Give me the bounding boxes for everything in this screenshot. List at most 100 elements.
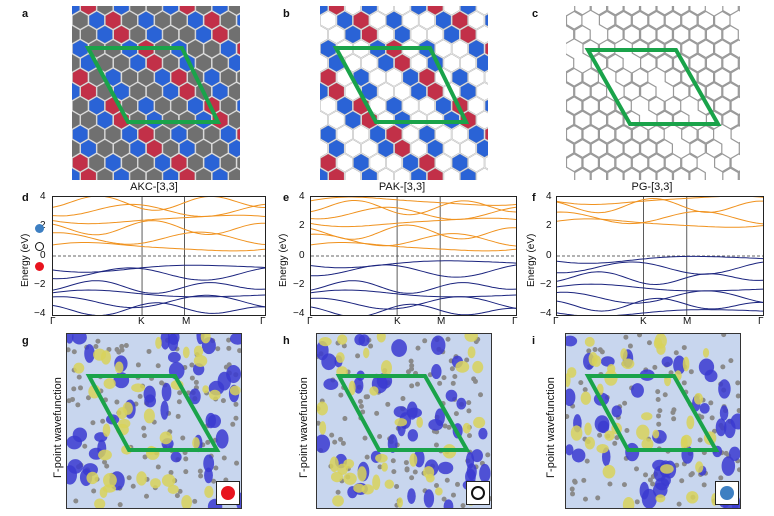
ytick-d-0: 0 [40,250,46,261]
marker-box-g [216,481,240,505]
lattice-hexagon [468,39,485,58]
lattice-hexagon [582,124,600,144]
wavefunction-lobe-negative [323,378,339,390]
lattice-hexagon [154,68,171,87]
atom [736,467,740,473]
lattice-hexagon [96,6,113,16]
wavefunction-lobe-positive [584,436,595,450]
lattice-hexagon [105,124,122,144]
lattice-hexagon [418,96,435,116]
atom [735,393,740,399]
lattice-hexagon [72,39,89,58]
lattice-hexagon [187,39,204,58]
lattice-hexagon [672,167,690,180]
lattice-hexagon [566,53,575,73]
lattice-hexagon [361,167,378,180]
wavefunction-lobe-positive [372,474,381,491]
lattice-hexagon [179,139,196,158]
lattice-hexagon [236,42,240,56]
lattice-hexagon [427,139,444,158]
lattice-hexagon [228,167,240,180]
wavefunction-lobe-negative [71,334,87,345]
lattice-hexagon [361,82,378,101]
band-structure-pg [556,196,764,316]
wavefunction-lobe-negative [170,451,182,463]
atom [360,409,366,415]
valence-band [557,271,763,286]
atom [90,420,96,426]
lattice-hexagon [697,67,715,87]
wavefunction-lobe-negative [641,488,657,508]
atom [582,387,588,393]
kpoint-e-gamma2: Γ [512,316,518,327]
lattice-hexagon [623,81,641,102]
atom [679,478,685,484]
lattice-hexagon [714,39,731,59]
lattice-hexagon [566,124,583,144]
wavefunction-lobe-positive [136,471,147,486]
wavefunction-lobe-positive [702,348,710,358]
ytick-f-m2: −2 [540,279,552,290]
lattice-hexagon [460,82,477,101]
energy-axis-label-f: Energy (eV) [526,233,537,287]
wavefunction-lobe-positive [435,487,443,496]
wavefunction-lobe-negative [317,434,331,453]
kpoint-d-gamma1: Γ [50,316,56,327]
lattice-hexagon [410,139,427,158]
lattice-hexagon [187,10,204,30]
wavefunction-lobe-positive [114,361,124,374]
wavefunction-lobe-positive [337,463,349,475]
lattice-hexagon [386,124,403,144]
atom [155,363,161,369]
lattice-hexagon [146,53,163,73]
lattice-hexagon [607,24,624,45]
wavefunction-lobe-positive [319,421,327,435]
atom [234,460,240,466]
lattice-hexagon [722,53,739,73]
valence-band [311,260,516,269]
wavefunction-lobe-positive [472,360,484,374]
atom [637,334,643,338]
atom [141,425,147,431]
lattice-hexagon [427,6,444,16]
atom [155,464,161,470]
lattice-hexagon [410,82,427,101]
lattice-hexagon [236,99,240,113]
lattice-hexagon [402,10,419,30]
wavefunction-lobe-negative [661,356,673,367]
lattice-hexagon [88,10,105,30]
red-dot-icon [221,486,235,500]
lattice-hexagon [394,25,411,44]
atom [689,471,695,477]
atom [176,399,182,405]
kpoint-e-gamma1: Γ [307,316,313,327]
lattice-hexagon [427,82,444,101]
lattice-hexagon [476,167,488,180]
lattice-hexagon [639,24,657,45]
lattice-hexagon [162,6,179,16]
ytick-e-m4: −4 [293,308,305,319]
atom [450,492,456,498]
lattice-hexagon [460,53,477,73]
lattice-hexagon [129,53,146,73]
lattice-hexagon [320,139,328,158]
atom [409,366,415,372]
lattice-hexagon [320,68,337,87]
atom [362,435,368,441]
atom [377,433,383,439]
wavefunction-lobe-positive [103,472,117,488]
lattice-hexagon [320,82,328,101]
atom [177,390,183,396]
unit-cell-outline [335,374,471,452]
lattice-hexagon [179,167,196,180]
lattice-hexagon [336,124,353,144]
conduction-band [557,211,763,225]
lattice-hexagon [170,68,187,87]
lattice-hexagon [162,53,179,73]
lattice-hexagon [639,6,657,16]
atom [183,456,189,462]
wavefunction-lobe-positive [584,336,595,347]
lattice-hexagon [377,139,394,158]
lattice-hexagon [96,25,113,44]
wavefunction-lobe-positive [462,422,471,434]
